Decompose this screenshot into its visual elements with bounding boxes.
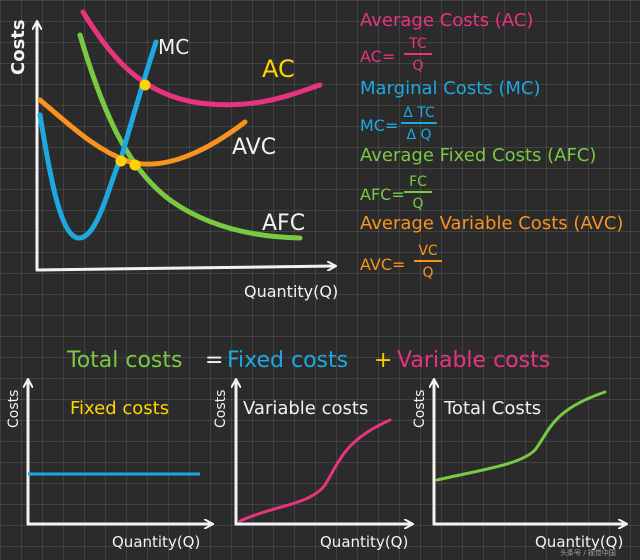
afc-curve	[77, 32, 303, 241]
avc-formula-lhs: AVC=	[360, 255, 405, 274]
afc-formula-lhs: AFC=	[360, 185, 405, 204]
mc-formula-lhs: MC=	[360, 116, 398, 135]
afc-avc-intersection	[129, 159, 141, 171]
variable-chart-title: Variable costs	[243, 398, 368, 419]
variable-costs-chart: Costs Variable costs Quantity(Q)	[213, 380, 412, 551]
afc-legend-title: Average Fixed Costs (AFC)	[360, 145, 596, 166]
afc-label: AFC	[262, 211, 305, 236]
mc-legend-title: Marginal Costs (MC)	[360, 78, 541, 99]
formula-legend: Average Costs (AC) AC= TC Q Marginal Cos…	[360, 10, 623, 281]
total-chart-title: Total Costs	[443, 398, 541, 419]
ac-curve	[80, 9, 323, 108]
equation-variable: Variable costs	[397, 348, 550, 373]
avc-formula-numerator: VC	[418, 243, 438, 259]
ac-formula-numerator: TC	[408, 36, 427, 52]
variable-x-axis-label: Quantity(Q)	[320, 533, 408, 551]
watermark: 头条号 / 视觉中国	[560, 548, 616, 557]
ac-formula-denominator: Q	[412, 58, 423, 74]
afc-formula-denominator: Q	[412, 196, 423, 212]
avc-formula-denominator: Q	[422, 265, 433, 281]
mc-curve	[37, 39, 159, 241]
mc-label: MC	[158, 35, 189, 59]
total-y-axis-label: Costs	[412, 390, 428, 428]
fixed-x-axis-label: Quantity(Q)	[112, 533, 200, 551]
equation-equals: =	[205, 348, 223, 373]
main-x-axis-label: Quantity(Q)	[244, 282, 338, 301]
equation-total: Total costs	[66, 348, 182, 373]
afc-formula-numerator: FC	[409, 174, 427, 190]
avc-curve	[37, 97, 248, 167]
total-costs-chart: Costs Total Costs Quantity(Q)	[412, 380, 626, 551]
mc-avc-intersection	[115, 155, 127, 167]
mc-formula-denominator: Δ Q	[406, 127, 431, 143]
main-cost-chart: Costs Quantity(Q) MC AC AVC AFC	[8, 9, 338, 301]
ac-legend-title: Average Costs (AC)	[360, 10, 533, 31]
variable-cost-curve	[238, 418, 392, 523]
main-x-axis	[35, 266, 335, 272]
total-cost-curve	[435, 390, 607, 482]
avc-legend-title: Average Variable Costs (AVC)	[360, 213, 623, 234]
mc-ac-intersection	[139, 79, 151, 91]
mc-formula-numerator: Δ TC	[403, 105, 435, 121]
fixed-chart-title: Fixed costs	[70, 398, 169, 419]
fixed-costs-chart: Costs Fixed costs Quantity(Q)	[6, 380, 212, 551]
avc-label: AVC	[232, 135, 276, 160]
total-x-axis-label: Quantity(Q)	[535, 533, 623, 551]
ac-formula-lhs: AC=	[360, 47, 395, 66]
equation-plus: +	[374, 348, 392, 373]
ac-label: AC	[262, 55, 295, 83]
fixed-y-axis-label: Costs	[6, 390, 22, 428]
main-y-axis-label: Costs	[8, 19, 29, 75]
variable-y-axis-label: Costs	[213, 390, 229, 428]
equation-fixed: Fixed costs	[227, 348, 348, 373]
total-cost-equation: Total costs = Fixed costs + Variable cos…	[66, 348, 550, 373]
